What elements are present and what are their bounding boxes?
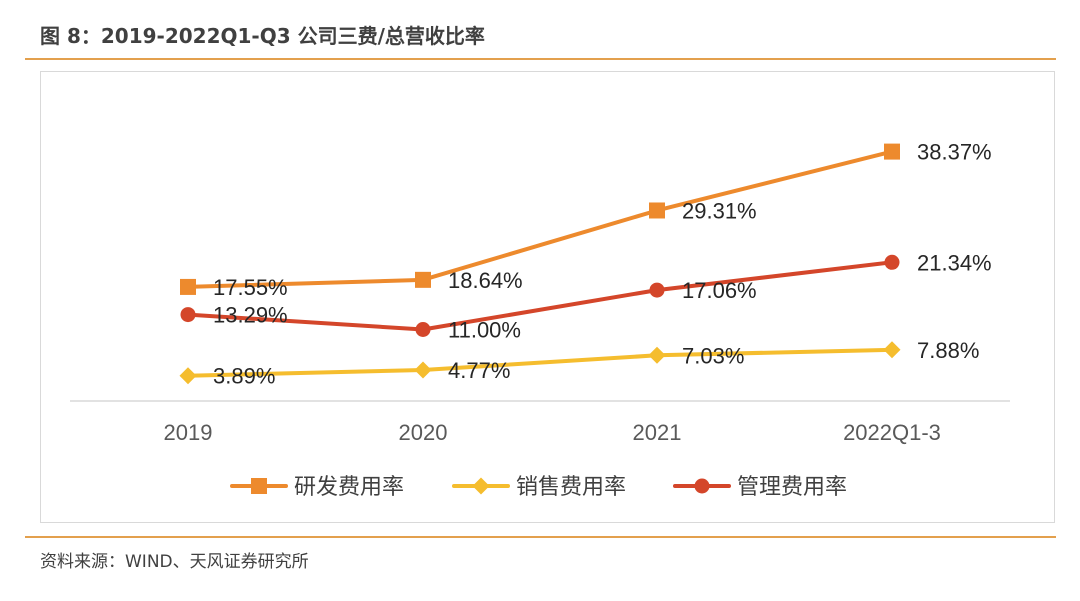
data-point-marker [180, 278, 196, 295]
legend-marker [251, 478, 267, 494]
legend-label: 销售费用率 [516, 474, 626, 499]
data-label: 17.06% [682, 278, 757, 303]
data-label: 4.77% [448, 358, 510, 383]
series-line [186, 149, 894, 289]
data-point-marker [883, 341, 901, 359]
legend-marker [694, 478, 710, 494]
data-label: 11.00% [448, 318, 521, 343]
data-label: 13.29% [213, 303, 288, 328]
series-line [186, 260, 894, 332]
x-tick-label: 2020 [399, 420, 448, 445]
data-point-marker [884, 254, 900, 270]
source-note: 资料来源：WIND、天风证券研究所 [40, 552, 309, 572]
data-point-marker [415, 322, 431, 337]
data-point-marker [415, 271, 431, 288]
legend-label: 管理费用率 [737, 474, 847, 499]
data-point-marker [648, 346, 666, 364]
data-point-marker [180, 307, 196, 323]
legend-label: 研发费用率 [294, 474, 404, 499]
data-point-marker [179, 367, 197, 385]
figure-title: 图 8：2019-2022Q1-Q3 公司三费/总营收比率 [40, 24, 485, 48]
data-point-marker [649, 282, 665, 298]
series-line [186, 347, 894, 378]
data-point-marker [414, 361, 432, 379]
chart-frame [40, 71, 1055, 523]
x-tick-label: 2021 [633, 420, 682, 445]
data-label: 29.31% [682, 198, 757, 223]
legend-marker [472, 477, 490, 495]
data-label: 3.89% [213, 364, 275, 389]
data-point-marker [649, 202, 665, 219]
data-label: 21.34% [917, 250, 992, 275]
data-label: 7.88% [917, 338, 979, 363]
data-label: 18.64% [448, 268, 523, 293]
title-divider [25, 58, 1056, 60]
x-tick-label: 2019 [164, 420, 213, 445]
x-tick-label: 2022Q1-3 [843, 420, 941, 445]
data-label: 17.55% [213, 275, 288, 300]
data-label: 7.03% [682, 343, 744, 368]
data-point-marker [884, 143, 900, 160]
data-label: 38.37% [917, 140, 992, 165]
source-divider [25, 536, 1056, 538]
